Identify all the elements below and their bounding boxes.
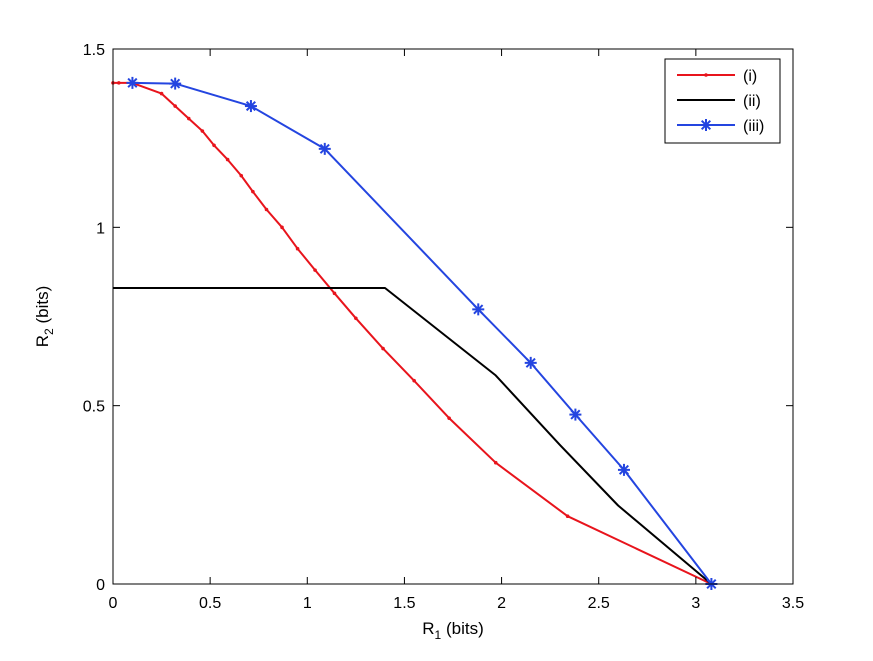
series-1-point bbox=[200, 129, 205, 133]
x-tick-label: 2.5 bbox=[588, 595, 610, 612]
series-3-point bbox=[244, 100, 257, 113]
series-3-point bbox=[169, 77, 182, 90]
x-axis-label-sub: 1 bbox=[435, 628, 442, 642]
series-1-point bbox=[447, 416, 451, 420]
x-axis-label-main: R bbox=[422, 619, 434, 638]
star-stroke bbox=[700, 119, 712, 131]
series-1-point bbox=[264, 207, 269, 212]
legend: (i) (ii) (iii) bbox=[664, 58, 781, 144]
series-3-point bbox=[524, 356, 537, 369]
series-1-point bbox=[186, 116, 191, 121]
x-tick-label: 0.5 bbox=[199, 595, 221, 612]
series-1-point bbox=[354, 316, 358, 321]
series-layer bbox=[111, 76, 718, 590]
x-tick-label: 1 bbox=[303, 595, 312, 612]
star-stroke bbox=[570, 409, 581, 420]
series-line-2 bbox=[113, 287, 713, 585]
x-tick-label: 0 bbox=[109, 595, 118, 612]
series-3-point bbox=[472, 303, 485, 316]
star-stroke bbox=[127, 77, 138, 88]
legend-entries: (i) (ii) (iii) bbox=[677, 68, 764, 135]
legend-marker-1 bbox=[704, 73, 708, 77]
series-3-point bbox=[126, 76, 139, 89]
series-1-point bbox=[173, 104, 177, 108]
y-axis-label: R2 (bits) bbox=[33, 286, 56, 347]
star-stroke bbox=[525, 357, 536, 368]
x-tick-label: 3.5 bbox=[782, 595, 804, 612]
y-axis-label-tail: (bits) bbox=[33, 286, 52, 329]
y-tick-label: 0.5 bbox=[83, 399, 105, 416]
series-1-point bbox=[332, 291, 337, 296]
series-1-point bbox=[225, 157, 230, 162]
y-axis-label-sub: 2 bbox=[42, 328, 56, 335]
series-1-point bbox=[565, 514, 570, 519]
y-axis-label-main: R bbox=[33, 335, 52, 347]
x-axis-label: R1 (bits) bbox=[422, 619, 483, 642]
series-1-point bbox=[412, 378, 416, 383]
legend-label-1: (i) bbox=[743, 68, 757, 85]
y-tick-label: 1.5 bbox=[83, 42, 105, 59]
series-1-point bbox=[212, 143, 216, 148]
y-tick-label: 1 bbox=[96, 220, 105, 237]
legend-label-2: (ii) bbox=[743, 93, 761, 110]
legend-label-3: (iii) bbox=[743, 118, 764, 135]
star-stroke bbox=[473, 304, 484, 315]
star-stroke bbox=[618, 464, 629, 475]
series-1-point bbox=[493, 460, 498, 465]
series-1-point bbox=[381, 346, 385, 351]
series-3-point bbox=[318, 142, 331, 155]
y-tick-label: 0 bbox=[96, 577, 105, 594]
series-1-point bbox=[251, 189, 255, 194]
series-1-point bbox=[117, 81, 121, 85]
star-stroke bbox=[170, 78, 181, 89]
x-tick-label: 2 bbox=[497, 595, 506, 612]
series-1-point bbox=[159, 91, 164, 96]
plot-frame bbox=[112, 48, 794, 585]
star-stroke bbox=[319, 143, 330, 154]
x-tick-label: 3 bbox=[691, 595, 700, 612]
series-1-point bbox=[295, 246, 300, 251]
series-3-point bbox=[617, 463, 630, 476]
x-tick-label: 1.5 bbox=[393, 595, 415, 612]
star-stroke bbox=[245, 101, 256, 112]
legend-marker-3 bbox=[700, 119, 712, 131]
series-1-point bbox=[239, 173, 244, 178]
tick-layer: 0 0.5 1 1.5 2 2.5 3 3.5 0 0.5 1 1.5 bbox=[83, 42, 804, 612]
x-axis-label-tail: (bits) bbox=[441, 619, 484, 638]
series-3-point bbox=[569, 408, 582, 421]
series-1-point bbox=[280, 225, 284, 230]
series-1-point bbox=[313, 268, 317, 272]
